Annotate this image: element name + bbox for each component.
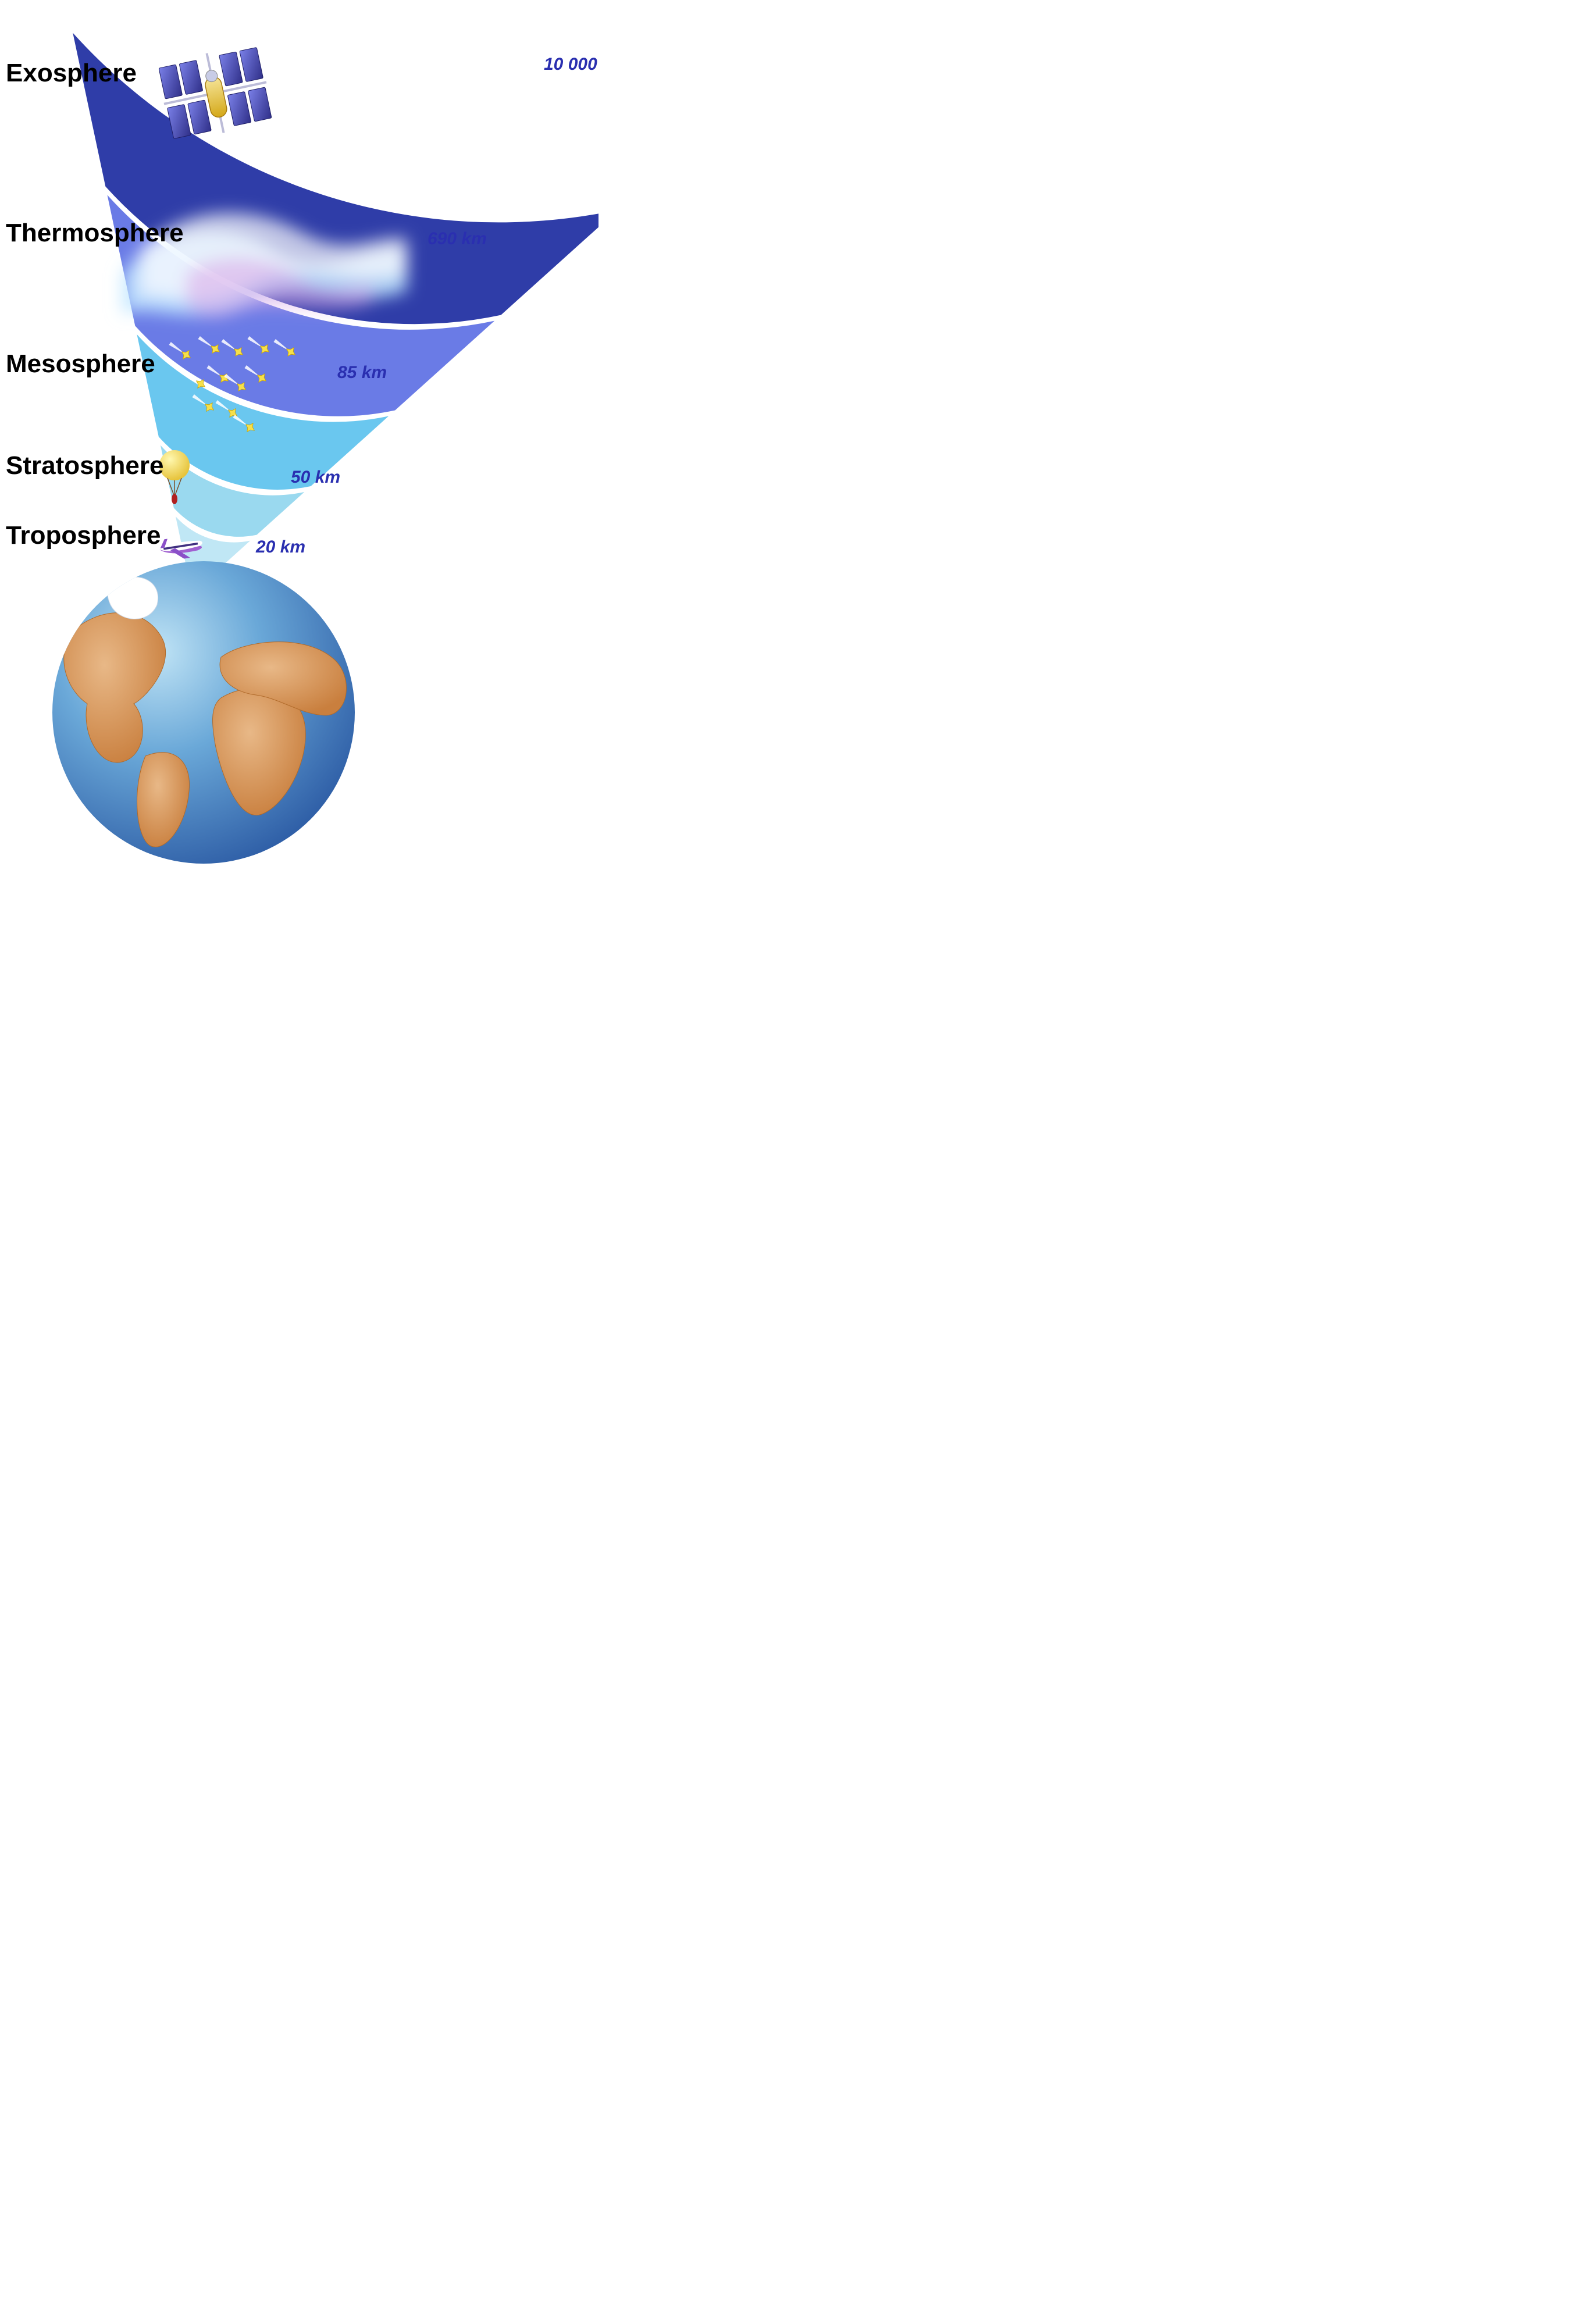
layer-altitude-thermosphere: 690 km — [428, 229, 487, 248]
star-icon — [391, 170, 400, 179]
layer-name-mesosphere: Mesosphere — [6, 350, 155, 378]
layer-altitude-exosphere: 10 000 km — [544, 55, 598, 74]
layer-name-thermosphere: Thermosphere — [6, 219, 184, 247]
layer-name-troposphere: Troposphere — [6, 521, 161, 550]
layer-name-exosphere: Exosphere — [6, 59, 137, 87]
star-icon — [322, 159, 330, 167]
star-icon — [403, 138, 411, 147]
star-icon — [298, 51, 307, 59]
star-icon — [368, 63, 376, 71]
layer-altitude-stratosphere: 50 km — [291, 468, 340, 487]
star-icon — [511, 80, 519, 88]
star-icon — [438, 69, 446, 77]
layer-altitude-troposphere: 20 km — [255, 537, 305, 557]
satellite-icon — [155, 42, 275, 144]
star-icon — [327, 115, 336, 123]
layer-altitude-mesosphere: 85 km — [337, 363, 387, 382]
layer-name-stratosphere: Stratosphere — [6, 451, 163, 480]
star-icon — [479, 133, 487, 141]
earth-icon — [52, 561, 355, 864]
atmosphere-layers-diagram: Exosphere 10 000 km Thermosphere 690 km Meso… — [0, 0, 598, 866]
